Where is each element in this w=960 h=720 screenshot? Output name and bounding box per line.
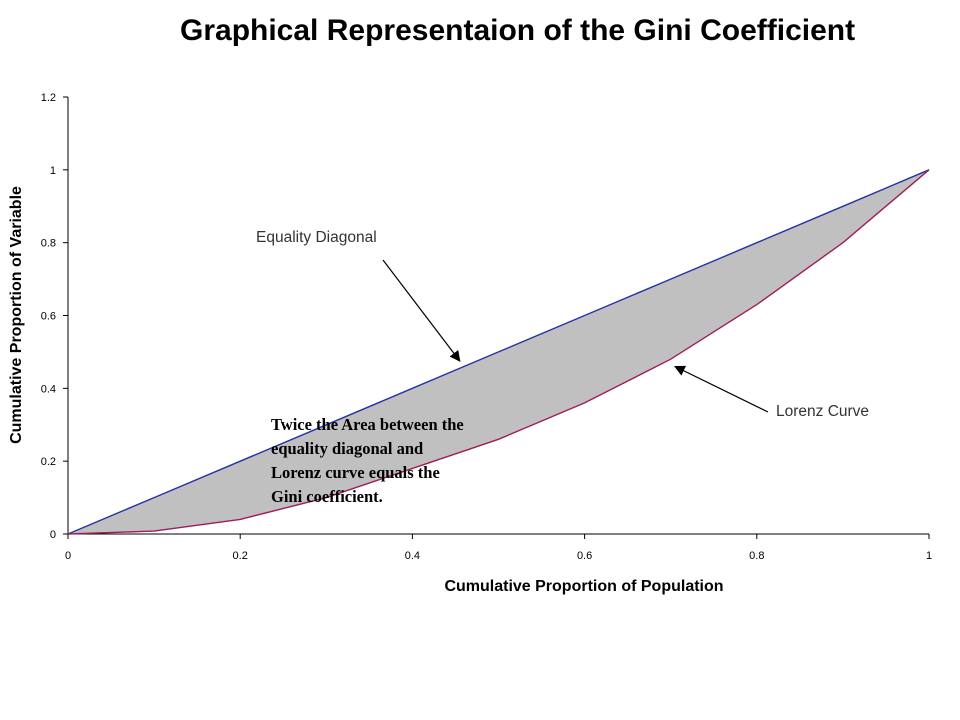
lorenz-curve-arrow	[674, 365, 769, 413]
gini-note-line: Lorenz curve equals the	[271, 463, 440, 482]
y-tick-label: 1.2	[41, 92, 56, 104]
x-tick-label: 0.2	[233, 550, 248, 562]
equality-diagonal-label: Equality Diagonal	[256, 229, 377, 246]
y-tick-label: 0.2	[41, 456, 56, 468]
axes	[63, 96, 930, 539]
equality-diagonal-arrow	[382, 259, 461, 362]
gini-note-line: equality diagonal and	[271, 439, 423, 458]
lorenz-curve-label: Lorenz Curve	[776, 403, 869, 420]
gini-note-line: Gini coefficient.	[271, 487, 383, 506]
x-tick-label: 0.4	[405, 550, 420, 562]
lorenz-curve-line	[67, 169, 930, 535]
gini-note: Twice the Area between the equality diag…	[271, 415, 464, 506]
y-axis-title: Cumulative Proportion of Variable	[8, 186, 25, 444]
series-lines	[67, 169, 930, 535]
x-tick-label: 0	[65, 550, 71, 562]
x-tick-label: 0.6	[577, 550, 592, 562]
chart-title: Graphical Representaion of the Gini Coef…	[180, 14, 856, 47]
tick-labels: 0 0.2 0.4 0.6 0.8 1 1.2 0 0.2 0.4 0.6 0.8 1	[41, 92, 932, 562]
y-tick-label: 0.6	[41, 311, 56, 323]
y-tick-label: 0.8	[41, 238, 56, 250]
y-tick-label: 0	[50, 529, 56, 541]
x-axis-title: Cumulative Proportion of Population	[444, 578, 723, 595]
x-tick-label: 1	[926, 550, 932, 562]
x-tick-label: 0.8	[749, 550, 764, 562]
equality-diagonal-line	[67, 169, 930, 535]
y-tick-label: 1	[50, 165, 56, 177]
gini-note-line: Twice the Area between the	[271, 415, 464, 434]
y-tick-label: 0.4	[41, 383, 56, 395]
